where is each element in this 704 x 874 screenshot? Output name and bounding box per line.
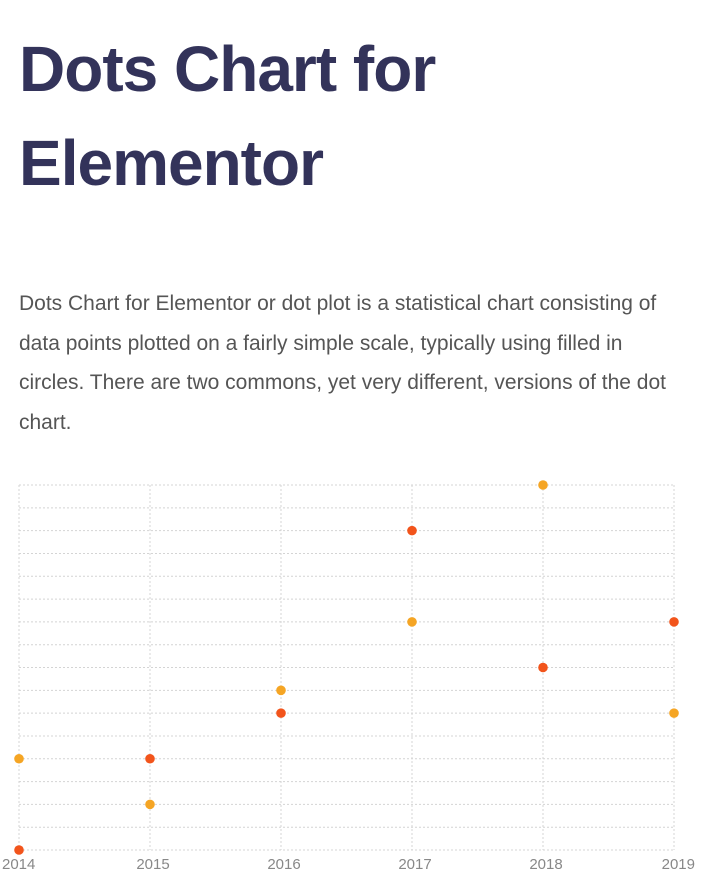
data-point-series-2[interactable] bbox=[14, 845, 24, 855]
x-tick-label: 2014 bbox=[2, 856, 35, 873]
data-point-series-1[interactable] bbox=[669, 708, 679, 718]
data-point-series-1[interactable] bbox=[145, 799, 155, 810]
data-point-series-1[interactable] bbox=[276, 685, 286, 696]
x-axis-ticks: 2014 2015 2016 2017 2018 2019 bbox=[2, 856, 695, 873]
page-title: Dots Chart for Elementor bbox=[19, 33, 436, 199]
data-point-series-2[interactable] bbox=[538, 662, 548, 673]
data-point-series-2[interactable] bbox=[145, 753, 155, 764]
data-point-series-1[interactable] bbox=[407, 617, 417, 627]
data-point-series-2[interactable] bbox=[407, 525, 417, 536]
intro-paragraph: Dots Chart for Elementor or dot plot is … bbox=[19, 292, 667, 434]
data-point-series-2[interactable] bbox=[669, 617, 679, 627]
x-tick-label: 2015 bbox=[136, 856, 169, 873]
x-tick-label: 2016 bbox=[267, 856, 300, 873]
data-point-series-1[interactable] bbox=[538, 480, 548, 490]
chart-points bbox=[14, 480, 679, 855]
dots-chart: 2014 2015 2016 2017 2018 2019 bbox=[2, 480, 695, 873]
x-tick-label: 2017 bbox=[398, 856, 431, 873]
x-tick-label: 2019 bbox=[662, 856, 695, 873]
x-tick-label: 2018 bbox=[529, 856, 562, 873]
data-point-series-2[interactable] bbox=[276, 708, 286, 718]
chart-grid bbox=[18, 484, 675, 851]
data-point-series-1[interactable] bbox=[14, 753, 24, 764]
